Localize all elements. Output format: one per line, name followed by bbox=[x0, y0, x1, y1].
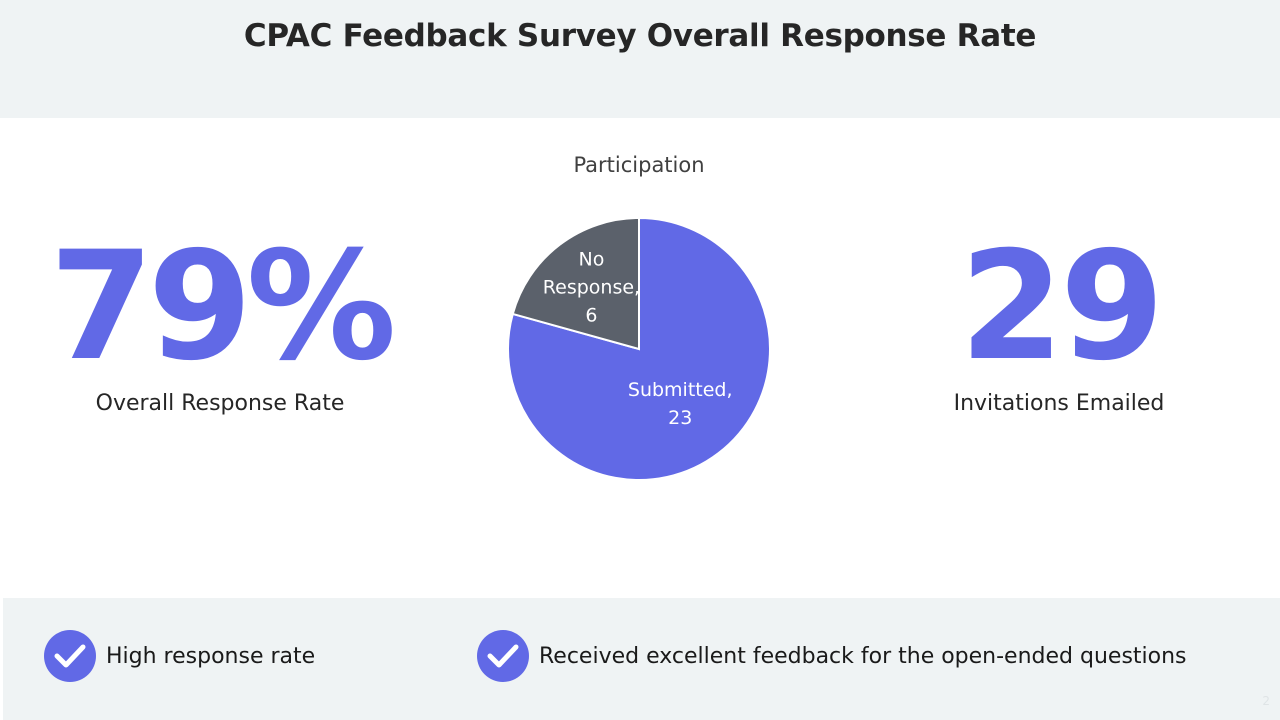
pie-data-label-submitted: Submitted, 23 bbox=[628, 379, 733, 429]
pie-slice-no-response bbox=[511, 216, 640, 351]
header-band bbox=[0, 0, 1280, 118]
highlight-text: Received excellent feedback for the open… bbox=[539, 643, 1187, 669]
pie-data-label-no-response: No Response, 6 bbox=[543, 248, 640, 326]
highlight-item-high-response: High response rate bbox=[44, 630, 315, 682]
pie-svg: Participation Submitted, 23 No Response, 6 bbox=[507, 153, 771, 481]
response-rate-value: 79% bbox=[49, 220, 396, 394]
check-icon bbox=[477, 630, 529, 682]
chart-title: Participation bbox=[573, 153, 704, 177]
response-rate-label: Overall Response Rate bbox=[95, 391, 345, 416]
participation-pie-chart: Participation Submitted, 23 No Response, 6 bbox=[490, 140, 790, 500]
check-icon bbox=[44, 630, 96, 682]
highlight-text: High response rate bbox=[106, 643, 316, 669]
page-number: 2 bbox=[1262, 694, 1270, 708]
highlight-item-excellent-feedback: Received excellent feedback for the open… bbox=[477, 630, 1187, 682]
invitations-value: 29 bbox=[959, 220, 1165, 394]
footer-band bbox=[3, 598, 1280, 720]
slide-title: CPAC Feedback Survey Overall Response Ra… bbox=[243, 18, 1037, 54]
invitations-label: Invitations Emailed bbox=[953, 391, 1165, 416]
